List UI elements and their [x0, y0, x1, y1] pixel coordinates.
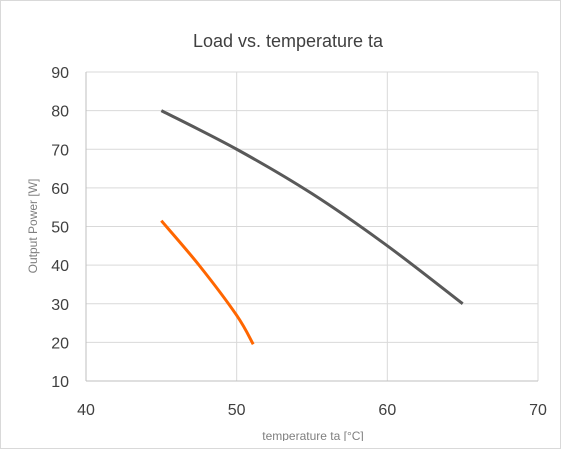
x-tick-label-50: 50 [228, 402, 246, 419]
chart-title: Load vs. temperature ta [193, 31, 384, 51]
y-tick-label-20: 20 [51, 335, 69, 352]
y-tick-label-10: 10 [51, 374, 69, 391]
series-line-2 [160, 219, 255, 346]
y-tick-labels: 10 20 30 40 50 60 70 80 90 [51, 65, 69, 391]
y-tick-label-70: 70 [51, 142, 69, 159]
x-axis-label: temperature ta [°C] [262, 429, 364, 441]
series-line-1 [160, 109, 464, 305]
y-tick-label-50: 50 [51, 220, 69, 237]
series-group [160, 109, 464, 346]
x-tick-label-70: 70 [529, 402, 547, 419]
y-tick-label-30: 30 [51, 297, 69, 314]
x-tick-label-60: 60 [378, 402, 396, 419]
y-axis-label: Output Power [W] [26, 179, 40, 274]
grid-lines [86, 71, 539, 381]
y-tick-label-80: 80 [51, 104, 69, 121]
y-tick-label-90: 90 [51, 65, 69, 82]
x-tick-label-40: 40 [77, 402, 95, 419]
axes [85, 72, 538, 382]
y-tick-label-60: 60 [51, 181, 69, 198]
x-tick-labels: 40 50 60 70 [77, 402, 547, 419]
y-tick-label-40: 40 [51, 258, 69, 275]
